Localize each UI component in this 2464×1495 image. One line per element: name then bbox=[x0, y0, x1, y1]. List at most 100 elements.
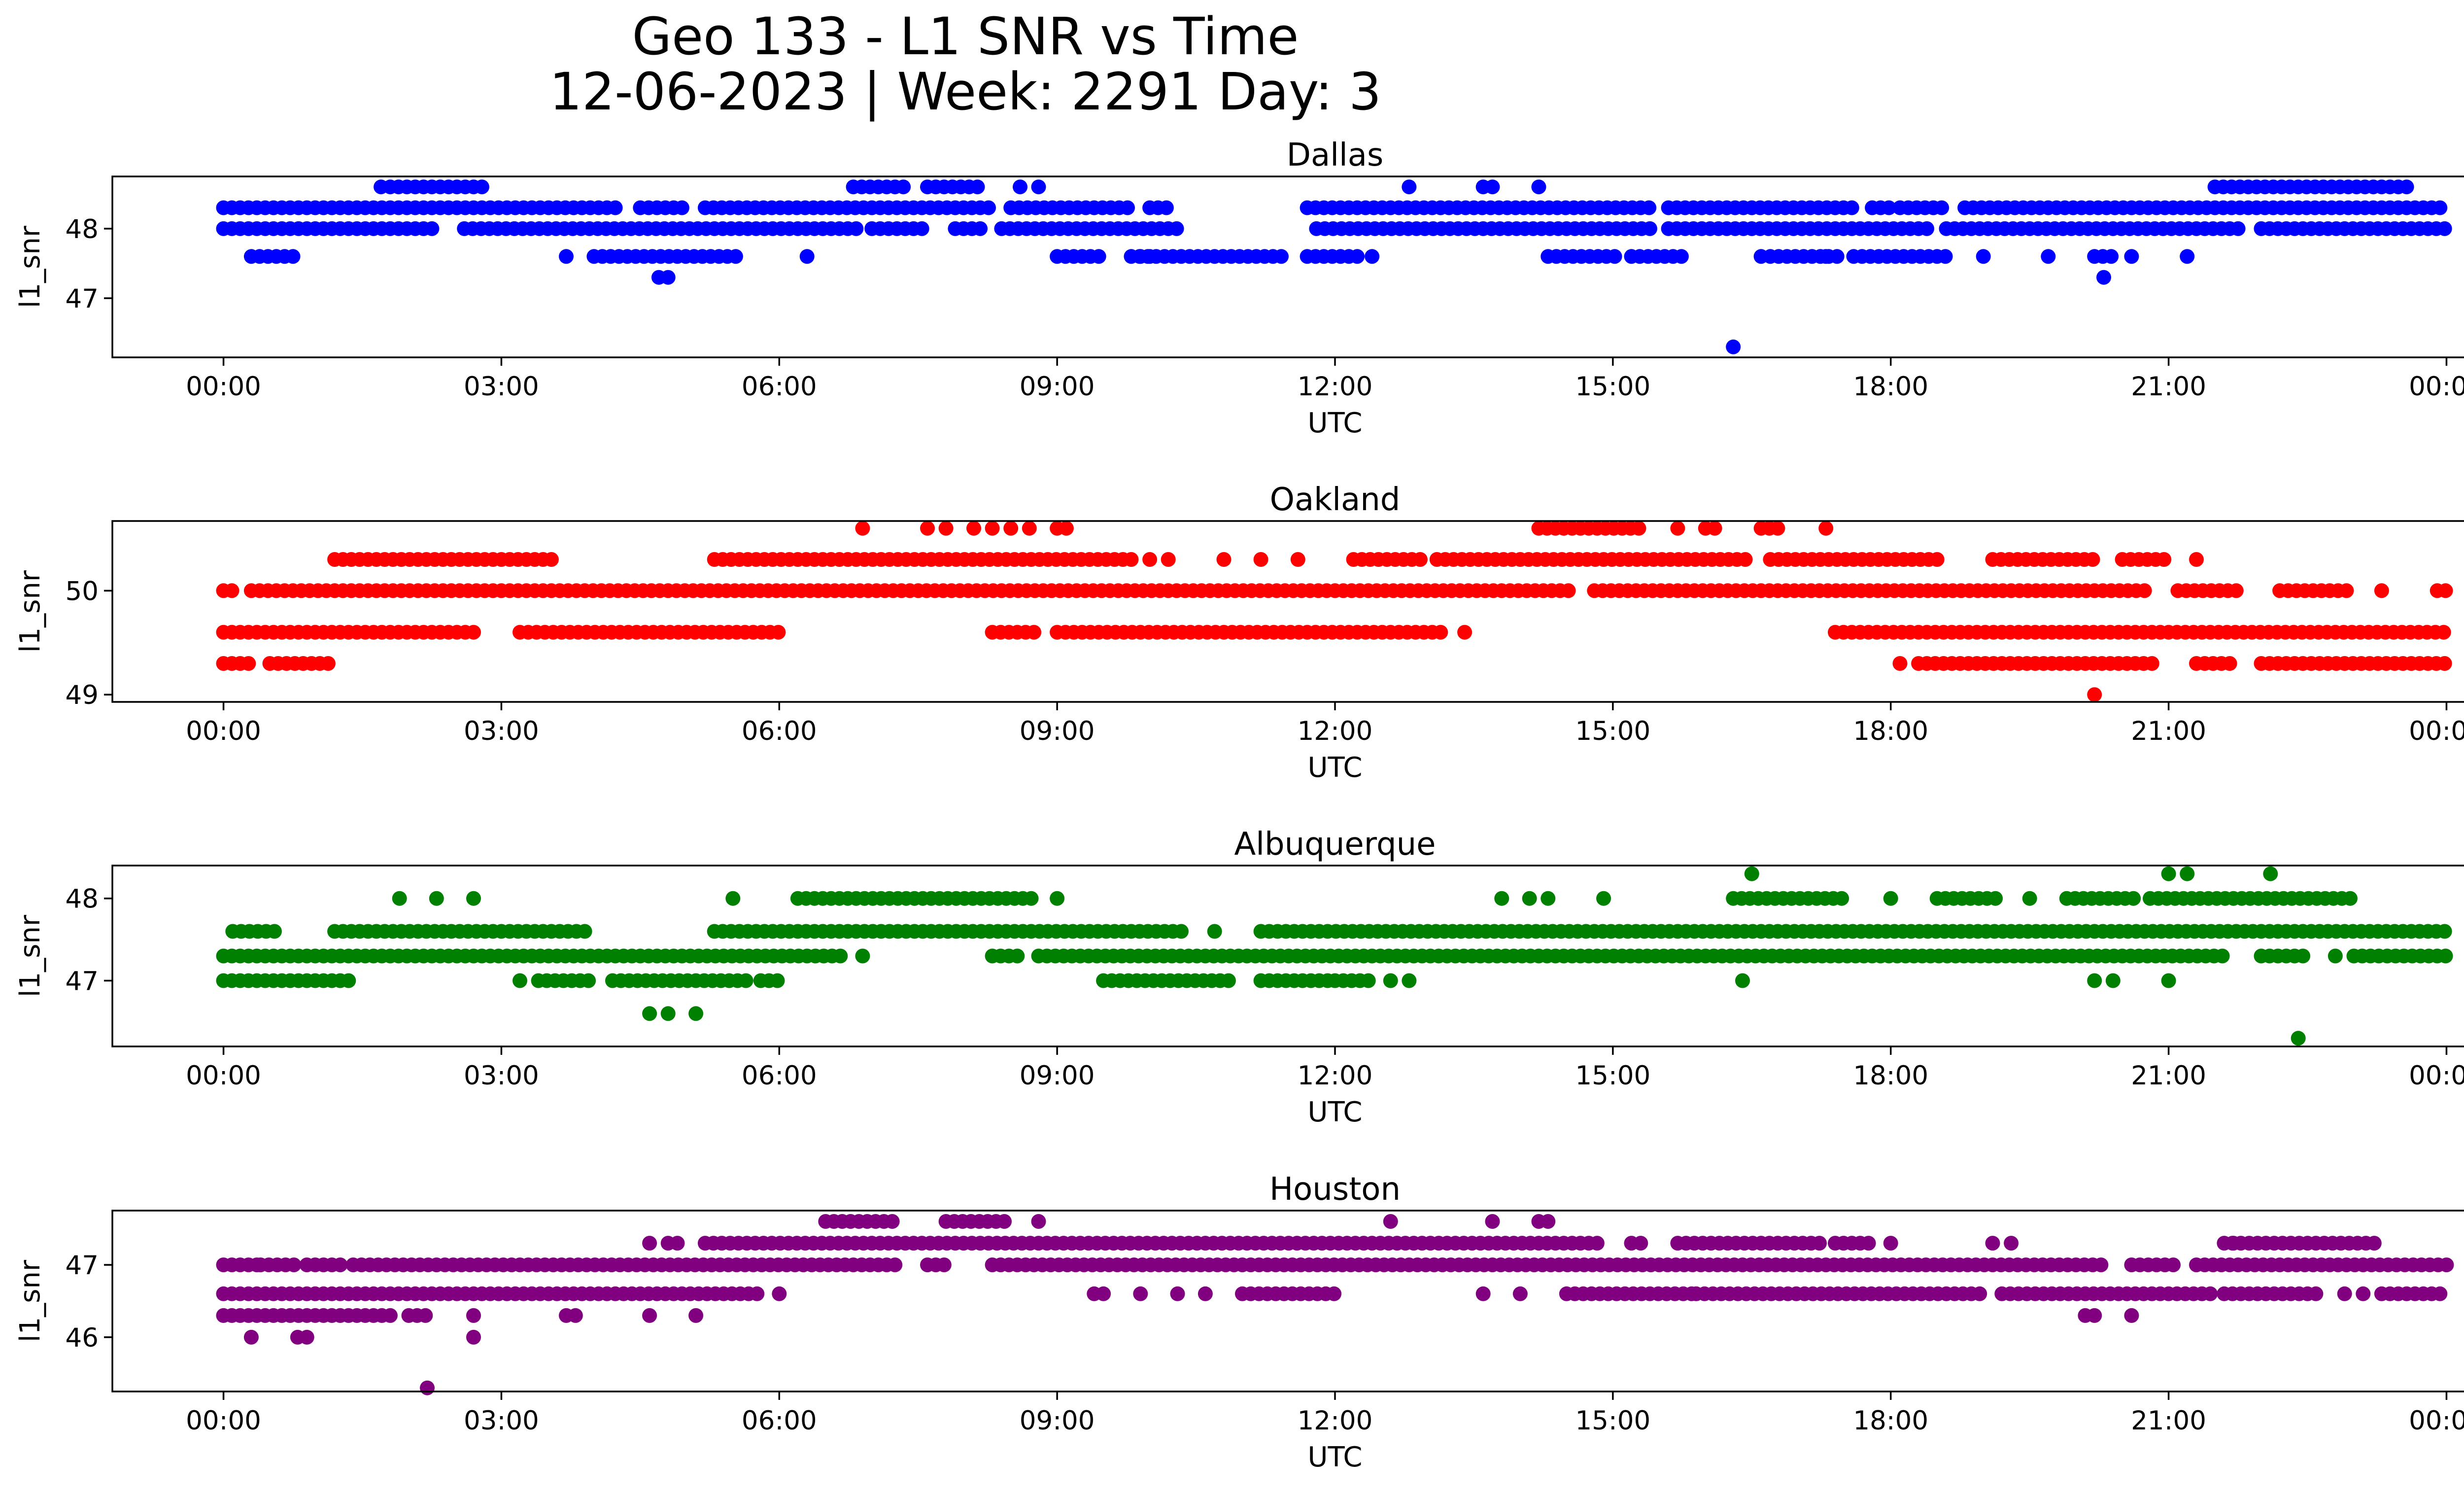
data-point bbox=[920, 521, 935, 536]
data-point bbox=[513, 973, 527, 988]
data-point bbox=[1365, 249, 1380, 264]
data-point bbox=[2437, 221, 2452, 236]
data-point bbox=[1133, 1286, 1148, 1301]
x-tick-label: 15:00 bbox=[1575, 1061, 1650, 1091]
data-point bbox=[725, 891, 741, 906]
data-point bbox=[2439, 1257, 2454, 1273]
data-point bbox=[392, 891, 407, 906]
data-point bbox=[2156, 552, 2172, 567]
x-axis-label: UTC bbox=[1307, 407, 1362, 439]
x-tick-label: 00:00 bbox=[2409, 1406, 2464, 1436]
data-point bbox=[285, 249, 301, 264]
data-point bbox=[1861, 1236, 1876, 1251]
x-tick-label: 03:00 bbox=[464, 1061, 539, 1091]
data-point bbox=[320, 656, 336, 671]
data-point bbox=[2374, 583, 2389, 598]
data-point bbox=[674, 200, 689, 215]
x-tick-label: 09:00 bbox=[1020, 1406, 1095, 1436]
data-point bbox=[1812, 1236, 1827, 1251]
data-point bbox=[466, 1308, 481, 1323]
x-tick-label: 18:00 bbox=[1853, 716, 1928, 746]
data-point bbox=[2161, 973, 2176, 988]
data-point bbox=[1561, 583, 1576, 598]
data-point bbox=[2432, 200, 2448, 215]
x-tick-label: 06:00 bbox=[742, 716, 817, 746]
data-point bbox=[799, 249, 815, 264]
x-tick-label: 03:00 bbox=[464, 716, 539, 746]
data-point bbox=[1540, 1214, 1556, 1229]
figure-title-line1: Geo 133 - L1 SNR vs Time bbox=[632, 6, 1299, 67]
data-point bbox=[568, 1308, 583, 1323]
data-point bbox=[2124, 1308, 2139, 1323]
data-point bbox=[1198, 1286, 1213, 1301]
figure-title-line2: 12-06-2023 | Week: 2291 Day: 3 bbox=[549, 62, 1381, 122]
data-point bbox=[1221, 973, 1236, 988]
data-point bbox=[474, 179, 489, 195]
panel-albuquerque: Albuquerque 00:00 03:00 06:00 09:00 12:00 15:0… bbox=[14, 826, 2464, 1128]
panel-title-oakland: Oakland bbox=[1270, 482, 1401, 518]
data-point bbox=[2437, 924, 2452, 939]
data-point bbox=[642, 1236, 657, 1251]
y-tick-label: 48 bbox=[66, 884, 99, 914]
data-point bbox=[1985, 1236, 2000, 1251]
data-point bbox=[750, 1286, 765, 1301]
data-point bbox=[1475, 1286, 1491, 1301]
data-point bbox=[660, 270, 676, 285]
data-point bbox=[970, 179, 985, 195]
data-point bbox=[1142, 552, 1158, 567]
data-point bbox=[833, 948, 848, 964]
data-point bbox=[1174, 924, 1189, 939]
data-point bbox=[1643, 221, 1657, 236]
data-point bbox=[429, 891, 444, 906]
data-point bbox=[2166, 1257, 2181, 1273]
data-point bbox=[1096, 1286, 1111, 1301]
data-point bbox=[1892, 656, 1908, 671]
data-point bbox=[1024, 891, 1039, 906]
data-point bbox=[2263, 866, 2278, 881]
x-tick-label: 18:00 bbox=[1853, 1061, 1928, 1091]
data-point bbox=[2104, 249, 2119, 264]
data-point bbox=[1934, 200, 1950, 215]
x-tick-label: 03:00 bbox=[464, 372, 539, 402]
data-point bbox=[1433, 625, 1448, 640]
data-point bbox=[772, 1286, 787, 1301]
data-point bbox=[2230, 221, 2246, 236]
panel-title-albuquerque: Albuquerque bbox=[1234, 826, 1436, 863]
data-point bbox=[1350, 249, 1365, 264]
data-point bbox=[1674, 249, 1689, 264]
series-dallas bbox=[216, 179, 2452, 354]
data-point bbox=[2226, 1236, 2241, 1251]
data-point bbox=[1753, 249, 1769, 264]
x-tick-label: 00:00 bbox=[2409, 372, 2464, 402]
data-point bbox=[341, 973, 356, 988]
data-point bbox=[1253, 552, 1268, 567]
data-point bbox=[2337, 1286, 2352, 1301]
data-point bbox=[1027, 625, 1042, 640]
data-point bbox=[2438, 583, 2453, 598]
x-tick-label: 09:00 bbox=[1020, 1061, 1095, 1091]
data-point bbox=[688, 1006, 704, 1021]
x-tick-label: 06:00 bbox=[742, 1406, 817, 1436]
data-point bbox=[1361, 973, 1376, 988]
data-point bbox=[888, 1257, 903, 1273]
y-tick-label: 47 bbox=[66, 284, 99, 314]
data-point bbox=[418, 1308, 433, 1323]
data-point bbox=[914, 221, 929, 236]
x-tick-label: 06:00 bbox=[742, 1061, 817, 1091]
data-point bbox=[2189, 552, 2204, 567]
data-point bbox=[2203, 1286, 2218, 1301]
data-point bbox=[2096, 270, 2111, 285]
data-point bbox=[577, 924, 592, 939]
x-tick-label: 21:00 bbox=[2131, 372, 2206, 402]
data-point bbox=[985, 521, 1000, 536]
data-point bbox=[2291, 1031, 2306, 1046]
data-point bbox=[1494, 891, 1509, 906]
panel-dallas: Dallas 00:00 03:00 06:00 09:00 12:00 15:00 18:0… bbox=[14, 137, 2464, 439]
y-tick-label: 47 bbox=[66, 967, 99, 997]
data-point bbox=[1485, 1214, 1500, 1229]
data-point bbox=[581, 973, 596, 988]
data-point bbox=[286, 1257, 302, 1273]
data-point bbox=[2215, 948, 2230, 964]
data-point bbox=[1531, 179, 1546, 195]
